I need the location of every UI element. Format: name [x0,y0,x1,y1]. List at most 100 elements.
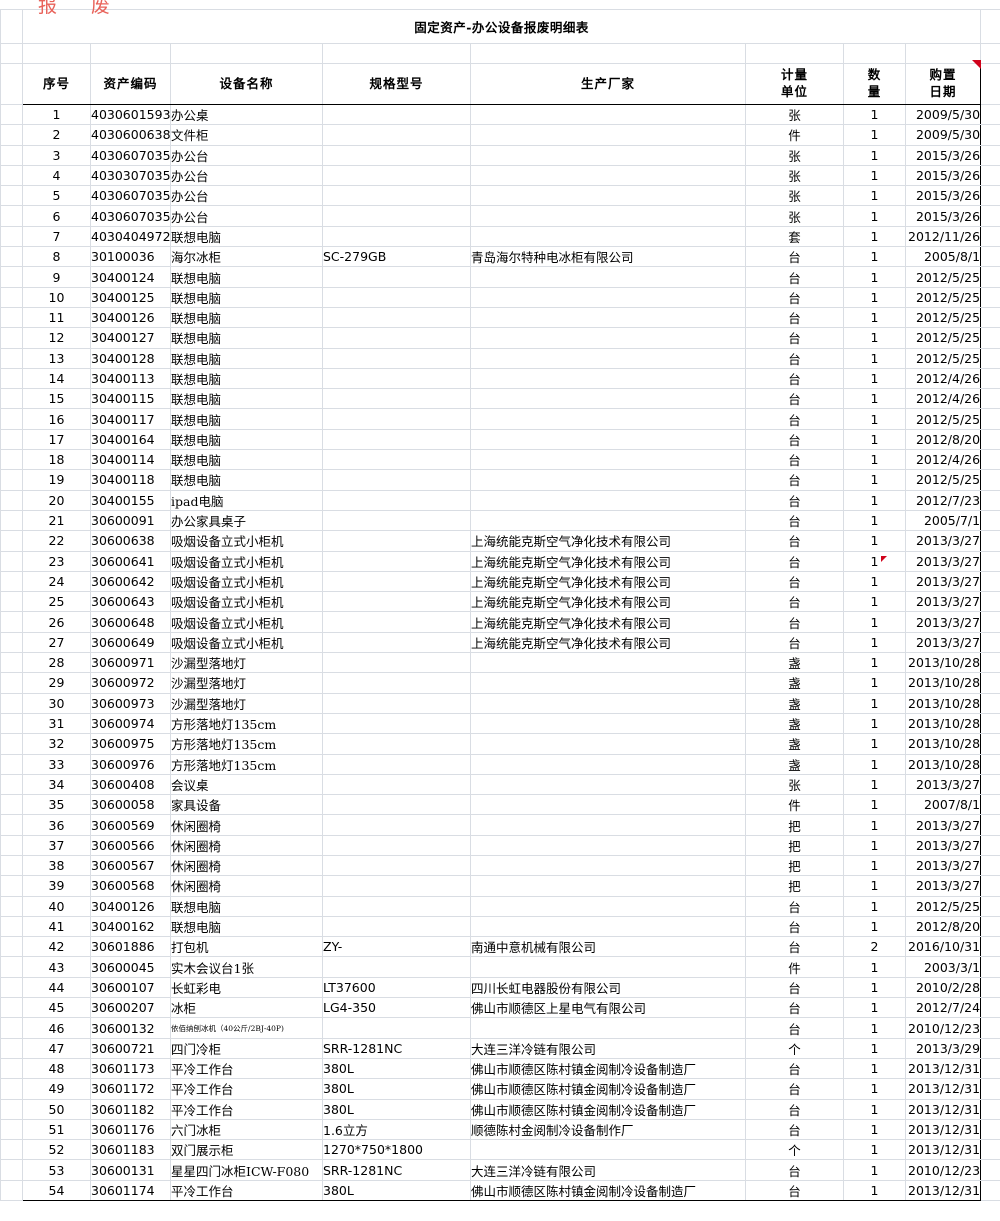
cell-asset-code[interactable]: 30400113 [90,367,171,390]
cell-asset-code[interactable]: 30600408 [90,773,171,796]
cell-equipment-name[interactable]: 联想电脑 [170,469,323,491]
cell-purchase-date[interactable]: 2012/5/25 [904,469,982,491]
cell-purchase-date[interactable]: 2012/4/26 [904,388,982,410]
cell-manufacturer[interactable]: 顺德陈村金阅制冷设备制作厂 [470,1118,746,1141]
cell-asset-code[interactable]: 30400155 [90,489,171,511]
cell-equipment-name[interactable]: 办公桌 [170,103,323,126]
cell-asset-code[interactable]: 30400115 [90,388,171,410]
cell-asset-code[interactable]: 30400114 [90,449,171,471]
cell-quantity[interactable]: 1 [843,185,906,207]
table-row[interactable]: 10 30400125 联想电脑 台 1 2012/5/25 [0,286,1000,308]
cell-spec-model[interactable] [322,834,471,856]
cell-spec-model[interactable]: ZY- [322,936,471,958]
cell-manufacturer[interactable]: 佛山市顺德区上星电气有限公司 [470,997,746,1019]
cell-equipment-name[interactable]: 联想电脑 [170,428,323,451]
cell-quantity[interactable]: 1 [843,834,906,856]
cell-unit[interactable]: 张 [745,103,844,126]
cell-equipment-name[interactable]: 海尔冰柜 [170,246,323,268]
cell-spec-model[interactable]: 380L [322,1179,471,1202]
table-row[interactable]: 36 30600569 休闲圈椅 把 1 2013/3/27 [0,814,1000,836]
cell-purchase-date[interactable]: 2012/5/25 [904,895,982,917]
cell-unit[interactable]: 台 [745,408,844,430]
table-row[interactable]: 48 30601173 平冷工作台 380L 佛山市顺德区陈村镇金阅制冷设备制造厂台 1 2… [0,1057,1000,1080]
comment-indicator-icon[interactable] [972,60,981,69]
cell-seq[interactable]: 36 [22,814,91,836]
cell-spec-model[interactable] [322,652,471,674]
table-row[interactable]: 35 30600058 家具设备 件 1 2007/8/1 [0,794,1000,816]
cell-equipment-name[interactable]: 平冷工作台 [170,1098,323,1120]
cell-quantity[interactable]: 1 [843,509,906,532]
cell-seq[interactable]: 8 [22,246,91,268]
table-row[interactable]: 24 30600642 吸烟设备立式小柜机 上海统能克斯空气净化技术有限公司台 1 201… [0,570,1000,593]
cell-seq[interactable]: 35 [22,794,91,816]
cell-manufacturer[interactable] [470,286,746,308]
cell-purchase-date[interactable]: 2013/10/28 [904,672,982,694]
table-row[interactable]: 16 30400117 联想电脑 台 1 2012/5/25 [0,408,1000,430]
cell-seq[interactable]: 13 [22,347,91,369]
cell-seq[interactable]: 30 [22,692,91,714]
cell-unit[interactable]: 台 [745,895,844,917]
cell-seq[interactable]: 4 [22,164,91,187]
cell-spec-model[interactable] [322,388,471,410]
table-row[interactable]: 28 30600971 沙漏型落地灯 盏 1 2013/10/28 [0,652,1000,674]
cell-purchase-date[interactable]: 2012/4/26 [904,449,982,471]
cell-purchase-date[interactable]: 2013/12/31 [904,1179,982,1202]
cell-manufacturer[interactable] [470,124,746,146]
cell-purchase-date[interactable]: 2013/10/28 [904,712,982,735]
cell-asset-code[interactable]: 30600975 [90,733,171,755]
cell-manufacturer[interactable]: 佛山市顺德区陈村镇金阅制冷设备制造厂 [470,1098,746,1120]
table-row[interactable]: 7 40304049729 联想电脑 套 1 2012/11/26 [0,225,1000,248]
cell-seq[interactable]: 18 [22,449,91,471]
cell-unit[interactable]: 把 [745,875,844,897]
cell-equipment-name[interactable]: 吸烟设备立式小柜机 [170,591,323,613]
cell-unit[interactable]: 台 [745,1159,844,1181]
cell-manufacturer[interactable] [470,449,746,471]
cell-quantity[interactable]: 1 [843,733,906,755]
cell-quantity[interactable]: 1 [843,712,906,735]
cell-equipment-name[interactable]: 联想电脑 [170,327,323,349]
cell-seq[interactable]: 7 [22,225,91,248]
cell-spec-model[interactable] [322,672,471,694]
cell-manufacturer[interactable] [470,834,746,856]
cell-unit[interactable]: 台 [745,611,844,633]
cell-unit[interactable]: 张 [745,144,844,166]
cell-seq[interactable]: 45 [22,997,91,1019]
cell-purchase-date[interactable]: 2013/3/27 [904,591,982,613]
cell-unit[interactable]: 盏 [745,672,844,694]
cell-manufacturer[interactable] [470,185,746,207]
cell-manufacturer[interactable] [470,205,746,227]
cell-equipment-name[interactable]: 联想电脑 [170,347,323,369]
table-row[interactable]: 45 30600207 冰柜 LG4-350 佛山市顺德区上星电气有限公司台 1 2012/… [0,997,1000,1019]
cell-seq[interactable]: 43 [22,956,91,978]
cell-unit[interactable]: 台 [745,266,844,288]
cell-asset-code[interactable]: 30600107 [90,976,171,999]
cell-seq[interactable]: 20 [22,489,91,511]
cell-manufacturer[interactable] [470,144,746,166]
cell-purchase-date[interactable]: 2005/8/1 [904,246,982,268]
cell-asset-code[interactable]: 30601182 [90,1098,171,1120]
cell-spec-model[interactable] [322,286,471,308]
table-row[interactable]: 6 40306070358 办公台 张 1 2015/3/26 [0,205,1000,227]
table-row[interactable]: 49 30601172 平冷工作台 380L 佛山市顺德区陈村镇金阅制冷设备制造厂台 1 2… [0,1078,1000,1100]
cell-manufacturer[interactable] [470,327,746,349]
cell-quantity[interactable]: 1 [843,631,906,654]
cell-purchase-date[interactable]: 2012/5/25 [904,266,982,288]
cell-manufacturer[interactable] [470,672,746,694]
table-row[interactable]: 2 40306006383 文件柜 件 1 2009/5/30 [0,124,1000,146]
cell-asset-code[interactable]: 30600131 [90,1159,171,1181]
cell-seq[interactable]: 5 [22,185,91,207]
cell-spec-model[interactable] [322,144,471,166]
cell-seq[interactable]: 3 [22,144,91,166]
cell-purchase-date[interactable]: 2013/3/27 [904,550,982,572]
cell-purchase-date[interactable]: 2012/7/23 [904,489,982,511]
cell-manufacturer[interactable]: 佛山市顺德区陈村镇金阅制冷设备制造厂 [470,1057,746,1080]
cell-manufacturer[interactable]: 上海统能克斯空气净化技术有限公司 [470,611,746,633]
cell-asset-code[interactable]: 30600641 [90,550,171,572]
cell-asset-code[interactable]: 30601886 [90,936,171,958]
cell-unit[interactable]: 台 [745,347,844,369]
cell-seq[interactable]: 47 [22,1037,91,1059]
cell-equipment-name[interactable]: 家具设备 [170,794,323,816]
cell-purchase-date[interactable]: 2012/5/25 [904,306,982,329]
cell-equipment-name[interactable]: 吸烟设备立式小柜机 [170,530,323,552]
table-row[interactable]: 47 30600721 四门冷柜 SRR-1281NC 大连三洋冷链有限公司个 1 2013… [0,1037,1000,1059]
